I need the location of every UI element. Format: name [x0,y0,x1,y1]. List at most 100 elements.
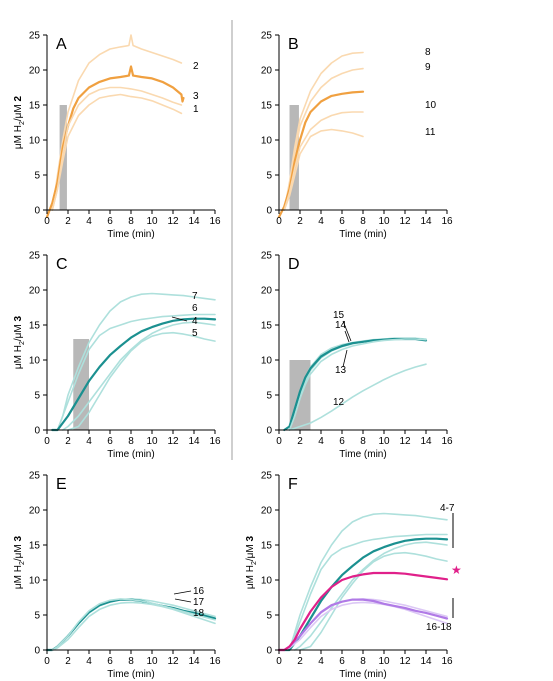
y-axis-label-compound: 3 [13,535,24,541]
x-tick-label: 0 [44,436,50,447]
y-tick-label: 20 [29,66,41,77]
x-axis-label: Time (min) [107,229,154,240]
series-label: 8 [425,47,431,58]
series-label: 3 [193,91,199,102]
x-tick-label: 14 [188,436,200,447]
x-tick-label: 4 [86,656,92,667]
x-tick-label: 10 [378,656,390,667]
y-tick-label: 5 [266,391,272,402]
panel-letter: D [288,256,300,273]
y-axis-label: μM H2/μM 3 [13,535,26,589]
y-tick-label: 10 [261,136,273,147]
x-tick-label: 4 [86,436,92,447]
y-tick-label: 25 [261,31,273,42]
y-tick-label: 25 [29,471,41,482]
series-line-7 [56,292,216,431]
series-label: 9 [425,62,431,73]
y-tick-label: 25 [261,251,273,262]
x-tick-label: 0 [276,216,282,227]
x-tick-label: 0 [44,656,50,667]
y-tick-label: 15 [29,321,41,332]
y-axis-label-part: /μM [13,101,24,121]
y-tick-label: 20 [29,286,41,297]
series-line-main-2 [294,541,448,651]
series-line-8 [283,51,364,211]
series-label: 2 [193,61,199,72]
series-label: 5 [192,328,198,339]
y-tick-label: 20 [261,286,273,297]
y-tick-label: 15 [261,321,273,332]
x-tick-label: 12 [167,436,179,447]
x-tick-label: 10 [146,436,158,447]
y-tick-label: 10 [29,136,41,147]
y-tick-label: 20 [29,506,41,517]
series-line-main-7 [277,598,449,652]
series-line-main-3 [299,551,448,651]
y-tick-label: 10 [261,356,273,367]
series-label: 7 [192,291,198,302]
y-tick-label: 10 [261,576,273,587]
x-tick-label: 4 [86,216,92,227]
x-tick-label: 6 [339,656,345,667]
x-tick-label: 4 [318,656,324,667]
y-tick-label: 5 [34,171,40,182]
series-line-main-6 [283,601,448,651]
y-axis-label-part: /μM [13,541,24,561]
series-line-main-4 [283,537,449,652]
x-tick-label: 8 [128,656,134,667]
x-tick-label: 14 [420,216,432,227]
x-tick-label: 0 [276,656,282,667]
annotation-arrow [344,330,350,343]
x-tick-label: 0 [276,436,282,447]
x-tick-label: 6 [107,436,113,447]
y-axis-label-compound: 3 [13,315,24,321]
y-tick-label: 15 [29,541,41,552]
series-line-6 [56,313,216,431]
series-label: 18 [193,608,205,619]
series-label: 14 [335,320,347,331]
y-tick-label: 5 [34,391,40,402]
y-tick-label: 15 [261,101,273,112]
x-tick-label: 8 [360,656,366,667]
series-line-main-2 [51,317,217,432]
x-axis-label: Time (min) [107,669,154,680]
series-line-13 [288,338,427,431]
x-tick-label: 12 [399,216,411,227]
x-tick-label: 16 [441,656,453,667]
y-axis-label-part: μM H [13,345,24,369]
x-tick-label: 8 [360,436,366,447]
y-tick-label: 0 [266,646,272,657]
series-line-10 [283,111,364,211]
series-label: 1 [193,104,199,115]
x-tick-label: 4 [318,216,324,227]
x-tick-label: 16 [209,656,221,667]
series-label: 15 [333,310,345,321]
y-tick-label: 20 [261,66,273,77]
y-tick-label: 20 [261,506,273,517]
x-tick-label: 4 [318,436,324,447]
y-tick-label: 0 [34,646,40,657]
y-axis-label-subscript: 2 [19,341,26,345]
x-tick-label: 8 [128,436,134,447]
series-line-main-1 [45,598,217,652]
series-line-12 [288,363,427,431]
series-label: 10 [425,100,437,111]
y-axis-label-compound: 2 [13,95,24,101]
x-tick-label: 16 [441,216,453,227]
x-tick-label: 6 [107,216,113,227]
y-axis-label-subscript: 2 [19,121,26,125]
annotation-arrow [174,598,192,603]
y-tick-label: 0 [266,426,272,437]
y-axis-label-part: μM H [245,565,256,589]
y-tick-label: 0 [34,426,40,437]
series-label: 4 [192,316,198,327]
series-line-main-1 [45,65,185,219]
series-label: 6 [192,303,198,314]
y-axis-label-part: μM H [13,565,24,589]
annotation-arrow [173,590,192,595]
series-line-2 [51,34,183,211]
x-tick-label: 2 [297,436,303,447]
y-tick-label: 25 [29,251,41,262]
x-axis-label: Time (min) [339,449,386,460]
